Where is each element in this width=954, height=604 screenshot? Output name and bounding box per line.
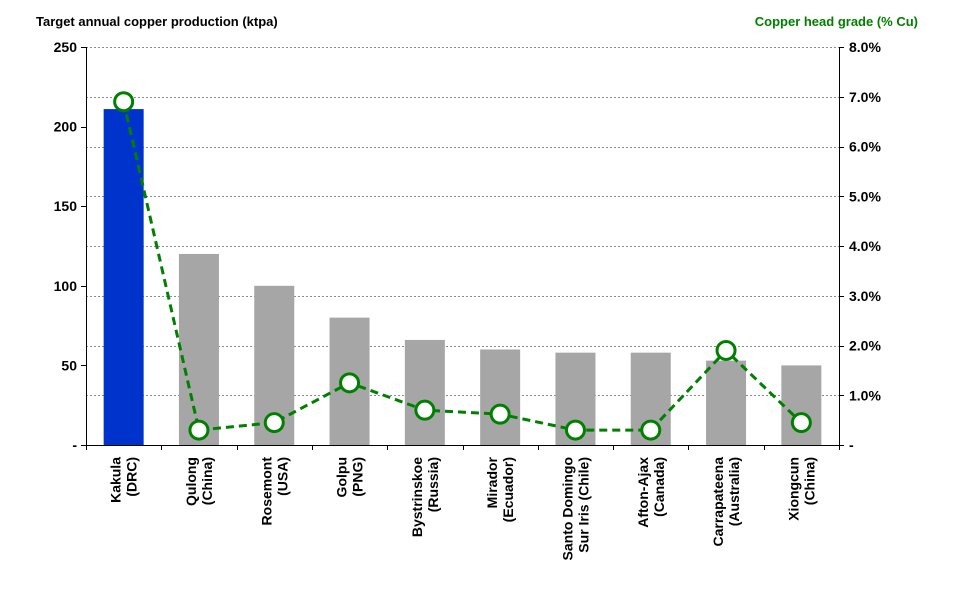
category-label: Mirador (Ecuador) [484, 456, 516, 522]
right-tick-label: - [849, 437, 854, 453]
category-label-line: (DRC) [124, 457, 140, 497]
left-tick-labels: - 50 100 150 200 250 [54, 39, 78, 453]
category-label-line: (USA) [274, 457, 290, 496]
category-label-line: (China) [801, 457, 817, 505]
category-label-line: Golpu [334, 457, 350, 497]
grade-line-series [113, 91, 812, 441]
category-label-line: Qulong [183, 457, 199, 506]
category-label: Rosemont (USA) [258, 457, 290, 526]
grade-point [414, 399, 436, 421]
category-label-line: (Ecuador) [500, 457, 516, 522]
category-label-line: (PNG) [350, 457, 366, 497]
left-tick-label: - [72, 437, 77, 453]
right-tick-label: 4.0% [849, 238, 881, 254]
left-tick-label: 200 [54, 119, 78, 135]
category-label: Bystrinskoe (Russia) [409, 457, 441, 537]
left-tick-label: 100 [54, 278, 78, 294]
right-tick-label: 6.0% [849, 139, 881, 155]
category-label-line: Carrapateena [710, 457, 726, 547]
category-label-line: (Canada) [651, 457, 667, 517]
left-tick-label: 250 [54, 39, 78, 55]
bar [480, 349, 521, 445]
category-label-line: (China) [199, 457, 215, 505]
grade-point [790, 412, 812, 434]
category-label-line: Sur Iris (Chile) [575, 457, 591, 553]
axes [81, 47, 844, 450]
bar [178, 253, 219, 445]
bar [103, 109, 144, 445]
category-label-line: (Australia) [726, 457, 742, 526]
left-axis-title: Target annual copper production (ktpa) [36, 14, 278, 29]
category-label: Qulong (China) [183, 457, 215, 506]
right-tick-label: 2.0% [849, 338, 881, 354]
right-axis-title: Copper head grade (% Cu) [754, 14, 918, 29]
category-label-line: Santo Domingo [559, 457, 575, 560]
category-label: Afton-Ajax (Canada) [635, 457, 667, 528]
right-tick-label: 8.0% [849, 39, 881, 55]
category-label: Xiongcun (China) [785, 457, 817, 521]
category-label: Golpu (PNG) [334, 457, 366, 497]
category-label-line: Xiongcun [785, 457, 801, 521]
category-label-line: Mirador [484, 456, 500, 508]
bar-series [103, 109, 822, 445]
grade-point [339, 372, 361, 394]
grade-point [113, 91, 135, 113]
grade-point [489, 403, 511, 425]
category-label: Santo Domingo Sur Iris (Chile) [559, 457, 591, 560]
bar [706, 360, 747, 445]
right-tick-label: 7.0% [849, 89, 881, 105]
category-label-line: Rosemont [258, 457, 274, 526]
category-label-line: Kakula [108, 457, 124, 503]
category-label: Kakula (DRC) [108, 457, 140, 503]
category-label-line: Bystrinskoe [409, 457, 425, 537]
grade-point [188, 419, 210, 441]
category-label-line: (Russia) [425, 457, 441, 512]
right-tick-labels: - 1.0% 2.0% 3.0% 4.0% 5.0% 6.0% 7.0% 8.0% [849, 39, 881, 453]
grade-point [564, 419, 586, 441]
grade-line [122, 101, 803, 432]
category-labels: Kakula (DRC) Qulong (China) Rosemont (USA) Gol… [108, 456, 818, 560]
grade-point [263, 412, 285, 434]
category-label: Carrapateena (Australia) [710, 457, 742, 547]
bar [404, 339, 445, 445]
right-tick-label: 3.0% [849, 288, 881, 304]
left-tick-label: 50 [61, 357, 77, 373]
grade-point [715, 339, 737, 361]
category-label-line: Afton-Ajax [635, 457, 651, 528]
left-tick-label: 150 [54, 198, 78, 214]
right-tick-label: 5.0% [849, 188, 881, 204]
right-tick-label: 1.0% [849, 387, 881, 403]
grade-point [640, 419, 662, 441]
